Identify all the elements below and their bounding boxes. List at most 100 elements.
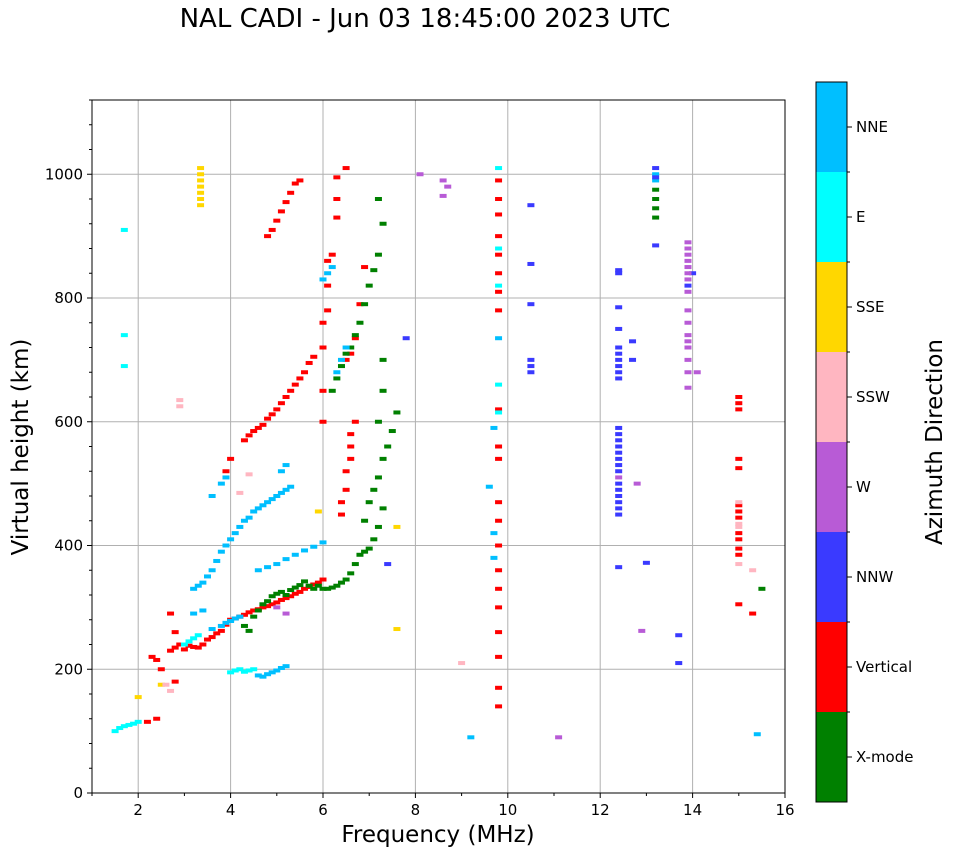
data-point-vertical xyxy=(287,190,295,195)
data-point-vertical xyxy=(268,412,276,417)
data-point-vertical xyxy=(735,395,743,399)
data-point-vertical xyxy=(319,388,327,393)
data-point-vertical xyxy=(245,433,253,438)
x-tick-label: 6 xyxy=(318,801,328,819)
data-point-nnw xyxy=(615,345,623,350)
data-point-nne xyxy=(245,515,253,520)
data-point-vertical xyxy=(356,302,364,307)
data-point-w xyxy=(444,184,452,189)
data-point-vertical xyxy=(319,345,327,350)
data-point-nnw xyxy=(527,261,535,266)
data-point-nne xyxy=(222,620,230,625)
data-point-x-mode xyxy=(374,252,382,257)
data-point-x-mode xyxy=(240,623,248,628)
data-point-nnw xyxy=(615,370,623,375)
data-point-nne xyxy=(291,552,299,557)
data-point-nnw xyxy=(527,370,535,375)
data-point-vertical xyxy=(735,602,743,607)
data-point-nne xyxy=(282,463,290,468)
data-point-nne xyxy=(236,524,244,529)
data-point-nnw xyxy=(642,560,650,565)
data-point-vertical xyxy=(277,209,285,214)
data-point-vertical xyxy=(361,265,369,270)
data-point-vertical xyxy=(495,704,503,709)
colorbar-tick-label: SSE xyxy=(856,298,885,316)
data-point-nnw xyxy=(652,243,660,248)
data-point-vertical xyxy=(319,419,327,424)
data-point-x-mode xyxy=(361,549,369,554)
data-point-ssw xyxy=(245,472,253,477)
data-point-vertical xyxy=(171,645,179,650)
colorbar-swatch xyxy=(816,712,847,802)
data-point-nne xyxy=(490,555,498,560)
data-point-nnw xyxy=(615,512,623,517)
data-point-vertical xyxy=(495,630,503,635)
data-point-x-mode xyxy=(379,506,387,511)
data-point-x-mode xyxy=(356,552,364,557)
data-point-nne xyxy=(213,558,221,563)
data-point-x-mode xyxy=(324,586,332,591)
data-point-nne xyxy=(217,623,225,628)
data-point-e xyxy=(231,668,239,673)
data-point-x-mode xyxy=(652,187,660,192)
data-point-vertical xyxy=(495,605,503,610)
data-point-x-mode xyxy=(305,583,313,588)
data-point-vertical xyxy=(204,637,211,642)
data-point-vertical xyxy=(157,667,165,672)
data-point-vertical xyxy=(291,382,299,387)
data-point-vertical xyxy=(190,644,198,649)
colorbar-swatch xyxy=(816,352,847,442)
data-point-vertical xyxy=(217,628,225,633)
x-tick-label: 8 xyxy=(411,801,421,819)
data-point-nnw xyxy=(615,326,623,331)
data-point-nne xyxy=(652,178,660,183)
data-point-e xyxy=(120,364,128,369)
data-point-nnw xyxy=(615,456,623,461)
data-point-nne xyxy=(199,608,207,613)
data-point-nnw xyxy=(615,357,623,362)
data-point-vertical xyxy=(213,631,221,636)
data-point-x-mode xyxy=(374,475,382,480)
data-point-e xyxy=(194,633,202,638)
data-point-nnw xyxy=(615,268,623,273)
data-point-vertical xyxy=(208,635,216,640)
y-tick-label: 400 xyxy=(54,537,83,555)
data-point-nne xyxy=(273,562,281,567)
data-point-w xyxy=(684,357,692,362)
colorbar-tick-label: NNE xyxy=(856,118,888,136)
data-point-nnw xyxy=(615,450,623,455)
data-point-vertical xyxy=(495,586,503,591)
data-point-nne xyxy=(490,425,498,430)
data-point-vertical xyxy=(495,289,503,294)
data-point-vertical xyxy=(291,181,299,186)
y-tick-label: 200 xyxy=(54,660,83,678)
data-point-w xyxy=(439,193,447,198)
data-point-x-mode xyxy=(273,591,281,596)
data-point-w xyxy=(555,735,563,740)
data-point-ssw xyxy=(458,661,466,666)
data-point-e xyxy=(236,667,244,672)
data-point-vertical xyxy=(333,175,341,180)
data-point-x-mode xyxy=(365,500,373,505)
data-point-vertical xyxy=(495,197,503,201)
data-point-e xyxy=(227,670,235,675)
data-point-e xyxy=(116,726,124,731)
data-point-vertical xyxy=(324,308,332,313)
data-point-vertical xyxy=(227,456,235,461)
data-point-nne xyxy=(273,668,281,673)
data-point-e xyxy=(185,639,193,644)
colorbar-tick-label: X-mode xyxy=(856,748,913,766)
data-point-e xyxy=(495,166,503,171)
data-point-vertical xyxy=(735,515,743,520)
data-point-ssw xyxy=(735,521,743,526)
colorbar-swatch xyxy=(816,262,847,352)
data-point-vertical xyxy=(268,602,276,607)
data-point-vertical xyxy=(153,657,161,662)
data-point-nne xyxy=(490,531,498,536)
data-point-ssw xyxy=(735,562,743,567)
data-point-nne xyxy=(227,537,235,542)
data-point-x-mode xyxy=(365,283,373,288)
data-point-sse xyxy=(134,695,142,700)
data-point-x-mode xyxy=(652,197,660,201)
data-point-nnw xyxy=(615,425,623,430)
